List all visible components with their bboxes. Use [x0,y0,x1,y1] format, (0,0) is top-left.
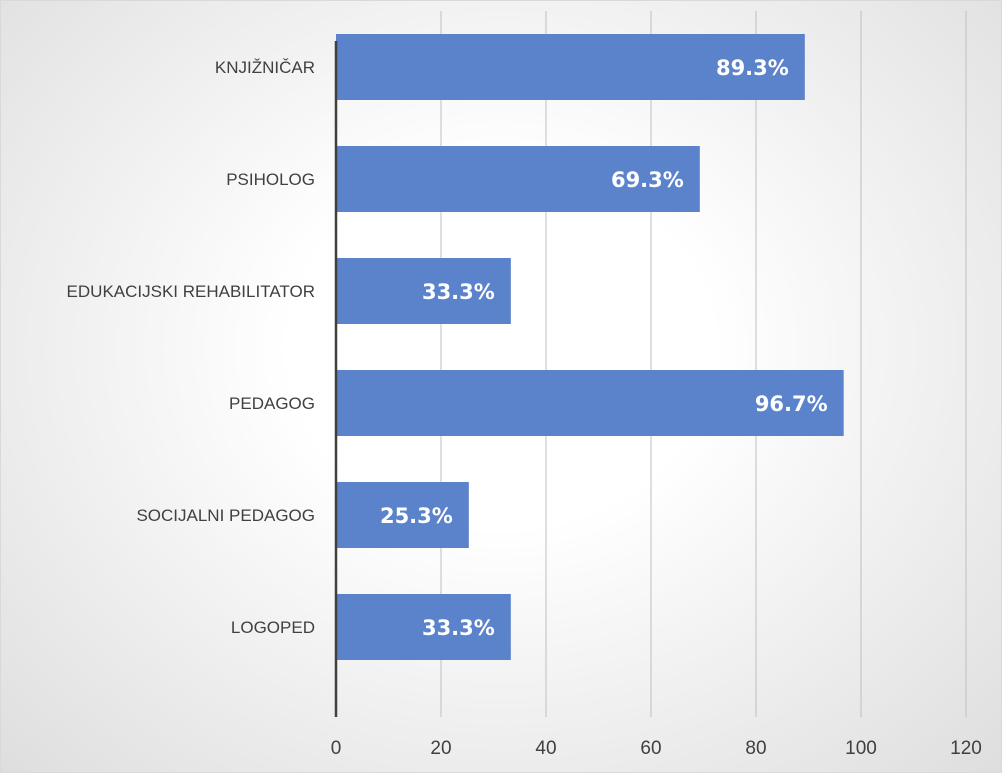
x-tick-labels: 0 20 40 60 80 100 120 [331,738,982,759]
category-label: KNJIŽNIČAR [215,58,315,77]
bar [336,482,469,548]
bar [336,34,805,100]
bars [336,34,844,660]
data-label: 33.3% [422,280,495,304]
category-label: PSIHOLOG [226,170,315,189]
data-label: 25.3% [380,504,453,528]
x-tick-label: 0 [331,738,342,759]
data-labels: 89.3% 69.3% 33.3% 96.7% 25.3% 33.3% [380,56,828,640]
x-tick-label: 100 [845,738,877,759]
x-tick-label: 60 [640,738,661,759]
bar [336,146,700,212]
gridlines [440,11,967,717]
bar [336,370,844,436]
category-label: LOGOPED [231,618,315,637]
x-tick-label: 40 [535,738,556,759]
bar [336,594,511,660]
x-tick-label: 20 [430,738,451,759]
category-label: PEDAGOG [229,394,315,413]
category-label: EDUKACIJSKI REHABILITATOR [67,282,315,301]
bar [336,258,511,324]
category-label: SOCIJALNI PEDAGOG [136,506,315,525]
data-label: 69.3% [611,168,684,192]
category-labels: KNJIŽNIČAR PSIHOLOG EDUKACIJSKI REHABILITA… [67,58,315,637]
x-tick-label: 80 [745,738,766,759]
data-label: 33.3% [422,616,495,640]
x-tick-label: 120 [950,738,982,759]
data-label: 96.7% [755,392,828,416]
data-label: 89.3% [716,56,789,80]
